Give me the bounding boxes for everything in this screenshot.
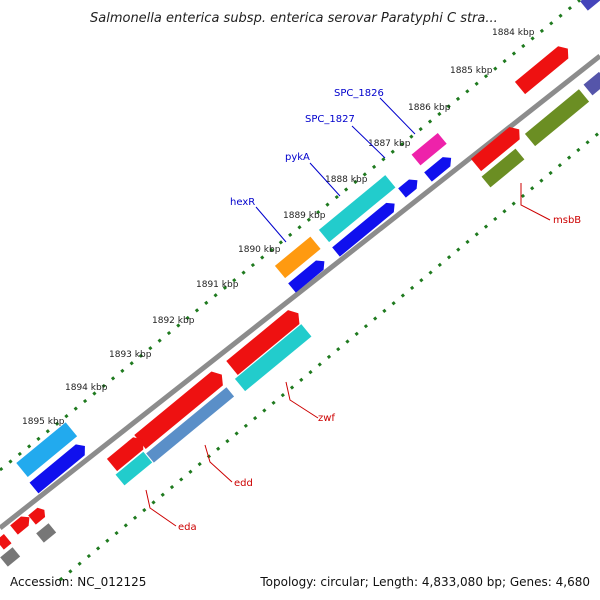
forward-leaders xyxy=(255,97,416,243)
gene-label-zwf[interactable]: zwf xyxy=(318,413,335,424)
gene-label-spc1827[interactable]: SPC_1827 xyxy=(305,114,355,125)
gene-red-small-1[interactable] xyxy=(106,433,148,472)
gene-label-hexr[interactable]: hexR xyxy=(230,197,255,208)
gene-gray-2[interactable] xyxy=(0,547,21,567)
gene-red-right[interactable] xyxy=(470,123,524,172)
gene-red-small-3[interactable] xyxy=(28,505,48,525)
gene-olive-msbb[interactable] xyxy=(481,148,525,188)
tick-label: 1894 kbp xyxy=(65,383,108,393)
gene-label-spc1826[interactable]: SPC_1826 xyxy=(334,88,384,99)
gene-gray-1[interactable] xyxy=(36,523,57,543)
gene-eda[interactable] xyxy=(115,451,153,486)
gene-blue-arrow-3[interactable] xyxy=(332,199,398,257)
gene-blue-arrow-2[interactable] xyxy=(398,176,421,198)
tick-label: 1888 kbp xyxy=(325,175,368,185)
tick-label: 1891 kbp xyxy=(196,280,239,290)
gene-label-pyka[interactable]: pykA xyxy=(285,152,310,163)
reverse-leaders xyxy=(145,183,551,527)
gene-pyka[interactable] xyxy=(318,175,396,243)
tick-label: 1890 kbp xyxy=(238,245,281,255)
tick-label: 1895 kbp xyxy=(22,417,65,427)
gene-blue-arrow-1[interactable] xyxy=(424,153,455,182)
tick-label: 1885 kbp xyxy=(450,66,493,76)
tick-label: 1893 kbp xyxy=(109,350,152,360)
gene-red-zwf[interactable] xyxy=(226,306,304,375)
gene-edd[interactable] xyxy=(146,387,235,463)
genome-backbone xyxy=(0,54,600,530)
tick-labels: 1884 kbp 1885 kbp 1886 kbp 1887 kbp 1888… xyxy=(22,28,535,427)
tick-label: 1887 kbp xyxy=(368,139,411,149)
gene-red-edd[interactable] xyxy=(134,368,227,449)
inner-dotted-ring xyxy=(59,130,600,582)
gene-olive-1[interactable] xyxy=(524,89,590,147)
gene-spc1826[interactable] xyxy=(411,132,447,166)
summary-text: Topology: circular; Length: 4,833,080 bp… xyxy=(259,575,590,589)
accession-text: Accession: NC_012125 xyxy=(10,575,146,589)
gene-blue-left[interactable] xyxy=(29,441,90,494)
tick-label: 1884 kbp xyxy=(492,28,535,38)
gene-label-msbb[interactable]: msbB xyxy=(553,215,581,226)
gene-sky[interactable] xyxy=(16,422,78,477)
gene-blocks xyxy=(0,0,600,567)
gene-blue-arrow-4[interactable] xyxy=(288,257,328,293)
gene-block-purple-right[interactable] xyxy=(583,71,600,96)
gene-block-purple-top[interactable] xyxy=(580,0,600,11)
gene-red-top[interactable] xyxy=(514,42,573,95)
tick-label: 1892 kbp xyxy=(152,316,195,326)
map-title: Salmonella enterica subsp. enterica sero… xyxy=(90,11,498,26)
outer-dotted-ring xyxy=(0,0,581,472)
gene-red-edge[interactable] xyxy=(0,534,12,550)
gene-label-eda[interactable]: eda xyxy=(178,522,197,533)
tick-label: 1886 kbp xyxy=(408,103,451,113)
tick-label: 1889 kbp xyxy=(283,211,326,221)
gene-zwf[interactable] xyxy=(234,324,312,392)
gene-label-edd[interactable]: edd xyxy=(234,478,253,489)
gene-red-small-2[interactable] xyxy=(10,513,33,535)
gene-hexr[interactable] xyxy=(274,236,321,279)
